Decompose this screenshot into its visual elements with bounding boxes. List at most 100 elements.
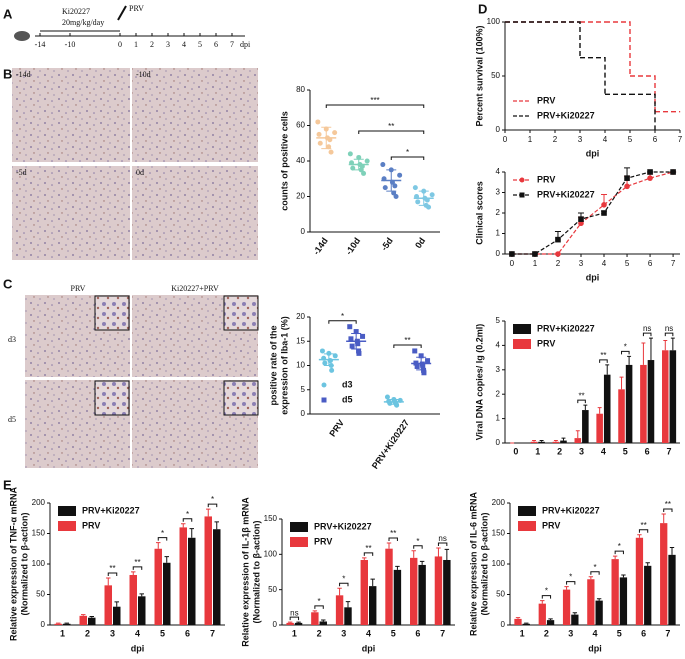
bar bbox=[188, 537, 196, 625]
x-tick-label: 1 bbox=[533, 259, 538, 268]
error-bar bbox=[419, 560, 425, 565]
y-tick-label: 0 bbox=[301, 227, 306, 236]
error-bar bbox=[548, 618, 553, 621]
micrograph-inset bbox=[94, 295, 130, 331]
y-tick-label: 50 bbox=[36, 590, 45, 599]
significance-bracket bbox=[182, 518, 193, 522]
x-tick-label: 6 bbox=[653, 135, 658, 144]
significance-label: * bbox=[624, 342, 627, 351]
y-tick-label: 1 bbox=[496, 414, 501, 423]
error-bar bbox=[669, 547, 675, 555]
bar bbox=[514, 618, 522, 625]
x-tick-label: 6 bbox=[648, 259, 653, 268]
significance-bracket bbox=[289, 616, 300, 621]
error-bar bbox=[670, 337, 675, 351]
marker bbox=[353, 329, 359, 335]
error-bar bbox=[206, 508, 211, 517]
legend-label: PRV bbox=[537, 174, 555, 184]
error-bar bbox=[189, 528, 194, 538]
x-tick-label: 2 bbox=[544, 628, 549, 638]
y-tick-label: 50 bbox=[491, 71, 500, 80]
error-bar bbox=[637, 534, 642, 538]
significance-bracket bbox=[363, 552, 374, 556]
x-tick-label: 1 bbox=[535, 446, 540, 456]
significance-bracket bbox=[314, 605, 324, 609]
micrograph-inset bbox=[94, 380, 130, 416]
y-tick-label: 3 bbox=[496, 188, 501, 197]
survival-step bbox=[630, 93, 656, 130]
legend-swatch bbox=[518, 521, 536, 531]
marker bbox=[392, 183, 398, 189]
timeline-tick-label: 5 bbox=[198, 40, 202, 49]
significance-label: ** bbox=[665, 500, 671, 509]
x-tick-label: 0 bbox=[510, 259, 515, 268]
significance-bracket bbox=[388, 537, 398, 542]
y-axis-label: Relative expression of IL-6 mRNA bbox=[468, 491, 478, 636]
significance-label: * bbox=[318, 597, 321, 606]
error-bar bbox=[312, 610, 318, 613]
significance-bracket bbox=[437, 542, 448, 546]
significance-label: ns bbox=[665, 324, 673, 333]
x-axis-label: dpi bbox=[131, 643, 145, 653]
error-bar bbox=[596, 598, 602, 601]
significance-bracket bbox=[566, 581, 576, 585]
y-tick-label: 4 bbox=[496, 341, 501, 350]
significance-label: *** bbox=[370, 96, 379, 105]
significance-label: ** bbox=[134, 558, 140, 567]
bar bbox=[522, 623, 530, 625]
timeline-tick-label: 6 bbox=[214, 40, 218, 49]
significance-label: ** bbox=[404, 336, 410, 345]
micrograph bbox=[132, 68, 258, 162]
column-label: PRV bbox=[71, 284, 86, 293]
error-bar bbox=[214, 521, 219, 530]
x-tick-label: 4 bbox=[602, 259, 607, 268]
y-tick-label: 5 bbox=[301, 385, 306, 394]
y-tick-label: 3 bbox=[496, 365, 501, 374]
marker bbox=[319, 348, 325, 354]
significance-label: * bbox=[545, 587, 548, 596]
marker bbox=[328, 149, 334, 155]
legend-label: PRV bbox=[542, 520, 560, 530]
y-axis-label: (Normalized to β-action) bbox=[19, 513, 29, 616]
marker bbox=[418, 353, 424, 359]
error-bar bbox=[156, 542, 161, 549]
error-bar bbox=[649, 337, 653, 361]
error-bar bbox=[353, 158, 364, 171]
significance-bracket bbox=[590, 571, 600, 575]
bar bbox=[647, 360, 655, 443]
error-bar bbox=[663, 340, 668, 351]
error-bar bbox=[345, 601, 351, 608]
marker bbox=[601, 202, 607, 208]
error-bar bbox=[321, 126, 332, 150]
marker bbox=[393, 194, 399, 199]
timeline-tick-label: 3 bbox=[166, 40, 170, 49]
marker bbox=[347, 324, 353, 330]
marker bbox=[347, 151, 353, 157]
series-line bbox=[511, 171, 674, 255]
significance-label: ** bbox=[578, 391, 584, 400]
x-tick-label: 5 bbox=[625, 259, 630, 268]
marker bbox=[426, 204, 432, 210]
x-tick-label: 3 bbox=[341, 628, 346, 638]
micrograph-inset bbox=[223, 380, 259, 416]
timeline-tick-label: -10 bbox=[65, 40, 76, 49]
x-tick-label: 2 bbox=[85, 628, 90, 638]
legend-swatch bbox=[513, 324, 531, 334]
y-tick-label: 0 bbox=[301, 409, 306, 418]
legend-label: PRV+Ki20227 bbox=[314, 521, 372, 531]
x-tick-label: 0 bbox=[503, 135, 508, 144]
error-bar bbox=[444, 548, 450, 560]
bar bbox=[552, 441, 560, 443]
significance-label: * bbox=[416, 537, 419, 546]
x-tick-label: 4 bbox=[592, 628, 597, 638]
marker bbox=[429, 192, 435, 198]
bar bbox=[88, 617, 96, 625]
marker bbox=[356, 350, 362, 356]
x-tick-label: 6 bbox=[415, 628, 420, 638]
y-axis-label: Clinical scores bbox=[474, 181, 484, 245]
panel-label: C bbox=[3, 276, 13, 291]
error-bar bbox=[553, 440, 558, 442]
significance-bracket bbox=[541, 595, 552, 599]
legend-swatch bbox=[290, 537, 308, 547]
bar bbox=[574, 438, 582, 443]
